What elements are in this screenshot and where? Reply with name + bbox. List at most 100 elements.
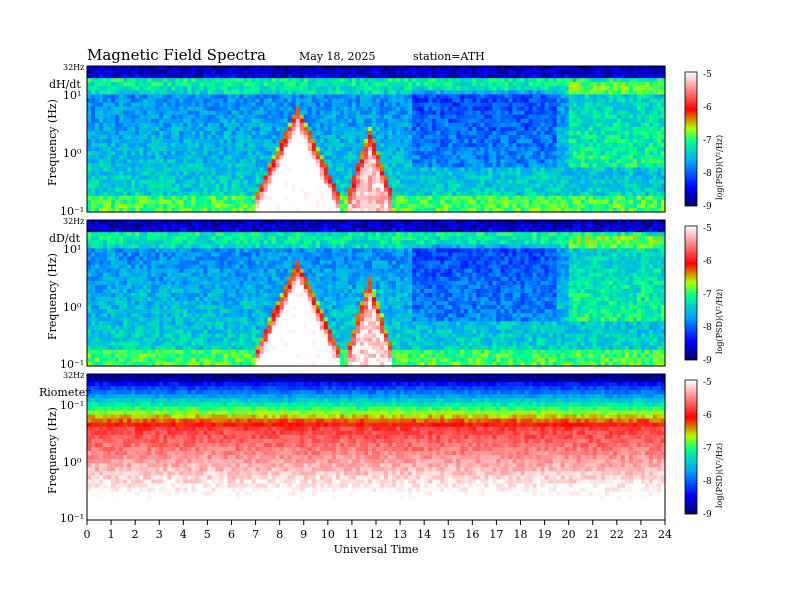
- spectrogram-cell: [588, 78, 594, 83]
- spectrogram-cell: [211, 203, 217, 209]
- spectrogram-cell: [448, 155, 453, 160]
- spectrogram-cell: [448, 139, 453, 144]
- spectrogram-cell: [544, 143, 550, 148]
- spectrogram-cell: [412, 126, 417, 132]
- spectrogram-cell: [259, 102, 265, 108]
- spectrogram-cell: [115, 94, 120, 100]
- spectrogram-cell: [359, 106, 365, 112]
- spectrogram-cell: [123, 159, 128, 164]
- spectrogram-cell: [388, 159, 393, 164]
- spectrogram-cell: [91, 183, 96, 189]
- spectrogram-cell: [544, 195, 550, 201]
- spectrogram-cell: [331, 110, 337, 116]
- spectrogram-cell: [291, 78, 297, 83]
- spectrogram-cell: [335, 187, 341, 193]
- spectrogram-cell: [363, 159, 369, 164]
- spectrogram-cell: [532, 167, 538, 173]
- spectrogram-cell: [283, 102, 289, 108]
- spectrogram-cell: [512, 130, 518, 136]
- spectrogram-cell: [644, 139, 650, 144]
- spectrogram-cell: [91, 70, 96, 75]
- spectrogram-cell: [536, 74, 542, 79]
- spectrogram-cell: [456, 114, 461, 120]
- spectrogram-cell: [480, 98, 485, 104]
- spectrogram-cell: [183, 167, 188, 173]
- spectrogram-cell: [335, 66, 341, 71]
- spectrogram-cell: [263, 171, 269, 177]
- spectrogram-cell: [576, 167, 582, 173]
- spectrogram-cell: [355, 191, 361, 197]
- spectrogram-cell: [191, 159, 196, 164]
- spectrogram-cell: [219, 187, 225, 193]
- spectrogram-cell: [576, 126, 582, 132]
- spectrogram-cell: [239, 167, 245, 173]
- spectrogram-cell: [476, 139, 481, 144]
- spectrogram-cell: [235, 179, 241, 185]
- spectrogram-cell: [255, 195, 261, 201]
- spectrogram-cell: [632, 147, 638, 152]
- spectrogram-cell: [367, 155, 373, 160]
- spectrogram-cell: [488, 70, 493, 75]
- spectrogram-cell: [536, 98, 542, 104]
- spectrogram-cell: [496, 66, 502, 71]
- spectrogram-cell: [420, 199, 425, 205]
- spectrogram-cell: [235, 82, 241, 87]
- spectrogram-cell: [596, 195, 602, 201]
- spectrogram-cell: [568, 126, 574, 132]
- spectrogram-cell: [203, 74, 209, 79]
- spectrogram-cell: [363, 175, 369, 181]
- spectrogram-cell: [127, 187, 132, 193]
- spectrogram-cell: [560, 98, 566, 104]
- spectrogram-cell: [195, 175, 200, 181]
- spectrogram-cell: [227, 122, 233, 128]
- spectrogram-cell: [424, 191, 429, 197]
- spectrogram-cell: [644, 122, 650, 128]
- spectrogram-cell: [99, 163, 104, 168]
- spectrogram-cell: [203, 155, 209, 160]
- spectrogram-cell: [183, 106, 188, 112]
- spectrogram-cell: [139, 86, 144, 91]
- spectrogram-cell: [388, 98, 393, 104]
- spectrogram-cell: [167, 118, 172, 124]
- spectrogram-cell: [295, 179, 301, 185]
- spectrogram-cell: [139, 199, 144, 205]
- spectrogram-cell: [143, 199, 148, 205]
- spectrogram-cell: [299, 183, 305, 189]
- spectrogram-cell: [608, 159, 614, 164]
- spectrogram-cell: [219, 70, 225, 75]
- spectrogram-cell: [215, 70, 221, 75]
- spectrogram-cell: [151, 118, 156, 124]
- spectrogram-cell: [163, 106, 168, 112]
- spectrogram-cell: [440, 151, 445, 156]
- spectrogram-cell: [119, 110, 124, 116]
- spectrogram-cell: [123, 78, 128, 83]
- spectrogram-cell: [267, 151, 273, 156]
- spectrogram-cell: [287, 102, 293, 108]
- spectrogram-cell: [127, 122, 132, 128]
- spectrogram-cell: [263, 155, 269, 160]
- spectrogram-cell: [608, 139, 614, 144]
- spectrogram-cell: [319, 114, 325, 120]
- spectrogram-cell: [652, 98, 658, 104]
- spectrogram-cell: [275, 167, 281, 173]
- spectrogram-cell: [355, 187, 361, 193]
- spectrogram-cell: [367, 74, 373, 79]
- spectrogram-cell: [271, 130, 277, 136]
- spectrogram-cell: [271, 106, 277, 112]
- spectrogram-cell: [311, 171, 317, 177]
- spectrogram-cell: [592, 159, 598, 164]
- spectrogram-cell: [267, 159, 273, 164]
- spectrogram-cell: [167, 106, 172, 112]
- spectrogram-cell: [532, 126, 538, 132]
- spectrogram-cell: [223, 175, 229, 181]
- spectrogram-cell: [488, 78, 493, 83]
- spectrogram-cell: [359, 114, 365, 120]
- spectrogram-cell: [520, 102, 526, 108]
- spectrogram-cell: [556, 110, 562, 116]
- spectrogram-cell: [548, 155, 554, 160]
- spectrogram-cell: [295, 199, 301, 205]
- spectrogram-cell: [171, 106, 176, 112]
- spectrogram-cell: [532, 171, 538, 177]
- spectrogram-cell: [255, 90, 261, 95]
- spectrogram-cell: [343, 179, 349, 185]
